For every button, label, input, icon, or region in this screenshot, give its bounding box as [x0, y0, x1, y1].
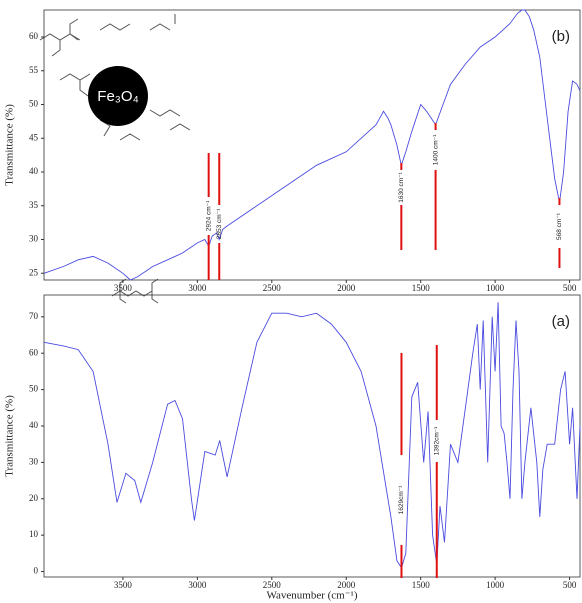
y-tick-label: 10: [29, 529, 39, 539]
y-tick-label: 35: [29, 200, 39, 210]
x-tick-label: 500: [563, 283, 577, 293]
x-axis-title: Wavenumber (cm⁻¹): [267, 590, 358, 602]
molecule-sketch: [39, 14, 191, 304]
x-tick-label: 1000: [486, 580, 505, 590]
inset-label: Fe₃O₄: [97, 88, 138, 105]
x-tick-label: 2000: [337, 283, 356, 293]
plot-frame: [43, 294, 581, 578]
x-tick-label: 2500: [263, 580, 282, 590]
nanoparticle: [88, 66, 148, 126]
x-tick-label: 1500: [412, 283, 431, 293]
y-tick-label: 60: [29, 347, 39, 357]
peak-label: 1629cm⁻¹: [398, 485, 405, 515]
peak-label: 1630 cm⁻¹: [398, 171, 405, 202]
y-tick-label: 40: [29, 166, 39, 176]
y-tick-label: 70: [29, 311, 39, 321]
plot-frame: [43, 9, 581, 281]
x-tick-label: 3500: [114, 580, 133, 590]
x-tick-label: 1500: [412, 580, 431, 590]
x-tick-label: 500: [563, 580, 577, 590]
peak-label: 1400 cm⁻¹: [432, 134, 439, 165]
y-tick-label: 30: [29, 456, 39, 466]
y-tick-label: 60: [29, 31, 39, 41]
x-tick-label: 3000: [188, 283, 207, 293]
y-axis-title: Transmittance (%): [4, 395, 16, 477]
y-tick-label: 50: [29, 384, 39, 394]
y-tick-label: 30: [29, 234, 39, 244]
spectrum-line: [43, 9, 581, 281]
panel-label: (b): [552, 28, 570, 45]
y-tick-label: 25: [29, 267, 39, 277]
peak-label: 2924 cm⁻¹: [205, 200, 212, 231]
peak-label: 2853 cm⁻¹: [216, 208, 223, 239]
x-tick-label: 1000: [486, 283, 505, 293]
panel-label: (a): [552, 313, 570, 330]
x-tick-label: 2500: [263, 283, 282, 293]
x-tick-label: 3000: [188, 580, 207, 590]
y-tick-label: 20: [29, 493, 39, 503]
x-tick-label: 2000: [337, 580, 356, 590]
y-tick-label: 40: [29, 420, 39, 430]
y-tick-label: 45: [29, 132, 39, 142]
y-tick-label: 55: [29, 65, 39, 75]
y-axis-title: Transmittance (%): [4, 104, 16, 186]
x-tick-label: 3500: [114, 283, 133, 293]
peak-label: 1392cm⁻¹: [433, 426, 440, 456]
y-tick-label: 50: [29, 99, 39, 109]
spectrum-line: [43, 302, 581, 569]
peak-label: 568 cm⁻¹: [556, 212, 563, 240]
y-tick-label: 0: [34, 566, 39, 576]
